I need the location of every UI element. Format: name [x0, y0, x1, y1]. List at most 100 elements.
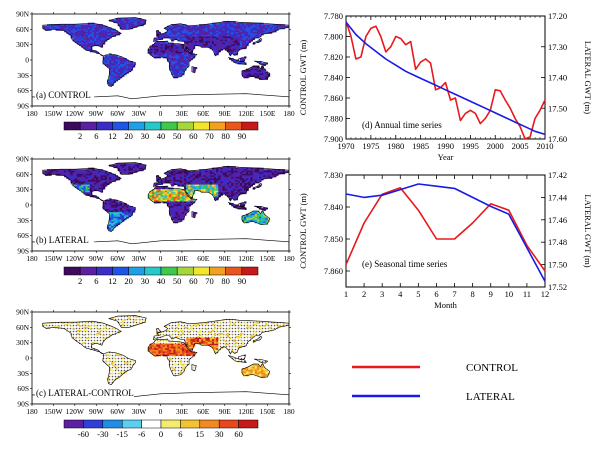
grid-cell [190, 38, 194, 40]
lon-label: 60E [197, 109, 210, 118]
grid-cell [181, 329, 185, 332]
grid-cell [132, 320, 136, 323]
grid-cell [179, 218, 183, 221]
grid-cell [117, 357, 121, 360]
grid-cell [166, 342, 170, 345]
grid-cell [207, 181, 211, 184]
grid-cell [229, 339, 232, 342]
grid-cell [81, 176, 84, 179]
grid-cell [235, 41, 238, 44]
grid-cell [220, 28, 224, 31]
grid-cell [214, 173, 217, 176]
grid-cell [139, 22, 142, 25]
grid-cell [252, 68, 256, 71]
grid-cell [175, 345, 179, 348]
grid-cell [224, 179, 228, 182]
grid-cell [100, 44, 104, 47]
grid-cell [216, 196, 219, 199]
grid-cell [231, 331, 234, 334]
grid-cell [259, 25, 262, 28]
grid-cell [229, 27, 232, 30]
grid-cell [166, 175, 170, 178]
grid-cell [130, 65, 134, 68]
grid-cell [190, 199, 194, 202]
grid-cell [181, 65, 185, 68]
grid-cell [175, 59, 179, 62]
grid-cell [237, 41, 241, 44]
grid-cell [154, 56, 157, 59]
grid-cell [162, 332, 166, 335]
grid-cell [96, 38, 99, 40]
grid-cell [119, 372, 123, 375]
grid-cell [83, 331, 86, 334]
grid-cell [91, 28, 95, 31]
grid-cell [256, 218, 260, 221]
grid-cell [130, 209, 134, 212]
grid-cell [186, 207, 189, 210]
grid-cell [119, 68, 123, 71]
grid-cell [76, 36, 80, 39]
grid-cell [186, 352, 189, 355]
grid-cell [117, 59, 121, 62]
grid-cell [190, 198, 194, 201]
grid-cell [160, 181, 164, 184]
grid-cell [177, 196, 181, 199]
grid-cell [179, 54, 183, 57]
grid-cell [94, 181, 97, 184]
colorbar-swatch [96, 121, 113, 131]
grid-cell [74, 39, 78, 42]
grid-cell [241, 175, 245, 178]
grid-cell [186, 362, 189, 365]
grid-cell [233, 176, 236, 179]
grid-cell [177, 209, 181, 212]
grid-cell [162, 36, 166, 39]
grid-cell [96, 31, 99, 34]
grid-cell [98, 25, 101, 28]
grid-cell [98, 332, 101, 335]
grid-cell [226, 48, 230, 51]
grid-cell [181, 61, 185, 63]
grid-cell [181, 172, 185, 175]
grid-cell [171, 336, 174, 338]
grid-cell [121, 202, 125, 205]
grid-cell [205, 322, 209, 325]
grid-cell [211, 27, 215, 30]
grid-cell [179, 27, 183, 30]
grid-cell [244, 218, 247, 221]
grid-cell [241, 45, 245, 48]
grid-cell [59, 25, 63, 28]
lat-label: 30S [17, 71, 29, 80]
grid-cell [179, 336, 183, 338]
grid-cell [111, 216, 114, 219]
grid-cell [188, 187, 191, 190]
grid-cell [259, 33, 262, 36]
grid-cell [244, 221, 247, 224]
grid-cell [166, 354, 170, 357]
grid-cell [169, 51, 172, 54]
grid-cell [282, 24, 286, 27]
grid-cell [239, 30, 243, 33]
grid-cell [79, 336, 82, 338]
grid-cell [267, 27, 271, 30]
grid-cell [250, 175, 253, 178]
grid-cell [117, 70, 121, 73]
grid-cell [250, 169, 253, 172]
grid-cell [79, 178, 82, 181]
grid-cell [194, 39, 198, 42]
grid-cell [136, 21, 140, 24]
grid-cell [149, 50, 153, 53]
grid-cell [190, 192, 194, 195]
grid-cell [89, 33, 93, 36]
grid-cell [158, 183, 161, 185]
grid-cell [119, 317, 123, 320]
grid-cell [106, 34, 110, 37]
grid-cell [121, 59, 125, 62]
grid-cell [171, 368, 174, 371]
grid-cell [117, 319, 121, 322]
grid-cell [265, 175, 268, 178]
grid-cell [171, 328, 174, 331]
grid-cell [121, 363, 125, 366]
grid-cell [72, 337, 76, 340]
grid-cell [192, 27, 196, 30]
grid-cell [109, 181, 112, 184]
